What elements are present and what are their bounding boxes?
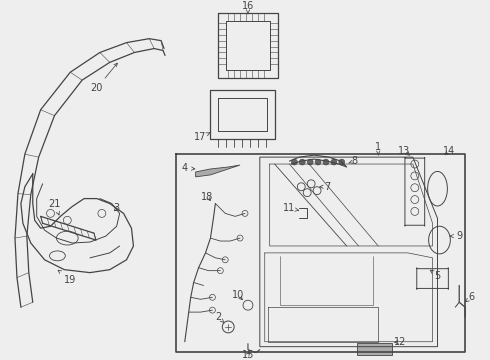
Text: 12: 12: [394, 337, 406, 347]
Text: 18: 18: [201, 192, 214, 202]
Circle shape: [307, 159, 313, 165]
Text: 2: 2: [215, 312, 224, 323]
Text: 14: 14: [443, 146, 456, 156]
Text: 7: 7: [320, 182, 330, 192]
Circle shape: [292, 159, 297, 165]
Text: 16: 16: [242, 1, 254, 14]
Text: 20: 20: [91, 63, 117, 93]
Text: 13: 13: [398, 146, 410, 156]
Circle shape: [331, 159, 337, 165]
Circle shape: [323, 159, 329, 165]
Circle shape: [339, 159, 344, 165]
Text: 6: 6: [465, 292, 474, 302]
Text: 21: 21: [49, 198, 61, 215]
Text: 19: 19: [58, 270, 76, 284]
Text: 8: 8: [349, 156, 358, 166]
Circle shape: [315, 159, 321, 165]
Text: 1: 1: [375, 142, 381, 155]
Text: 15: 15: [242, 350, 254, 360]
Text: 4: 4: [182, 163, 195, 173]
Text: 5: 5: [430, 270, 441, 280]
Text: 9: 9: [450, 231, 462, 241]
Text: 17: 17: [195, 132, 210, 143]
Text: 10: 10: [232, 290, 244, 300]
Polygon shape: [196, 165, 240, 177]
Circle shape: [299, 159, 305, 165]
Text: 11: 11: [283, 203, 298, 213]
Bar: [357, 343, 392, 355]
Text: 3: 3: [114, 203, 120, 213]
